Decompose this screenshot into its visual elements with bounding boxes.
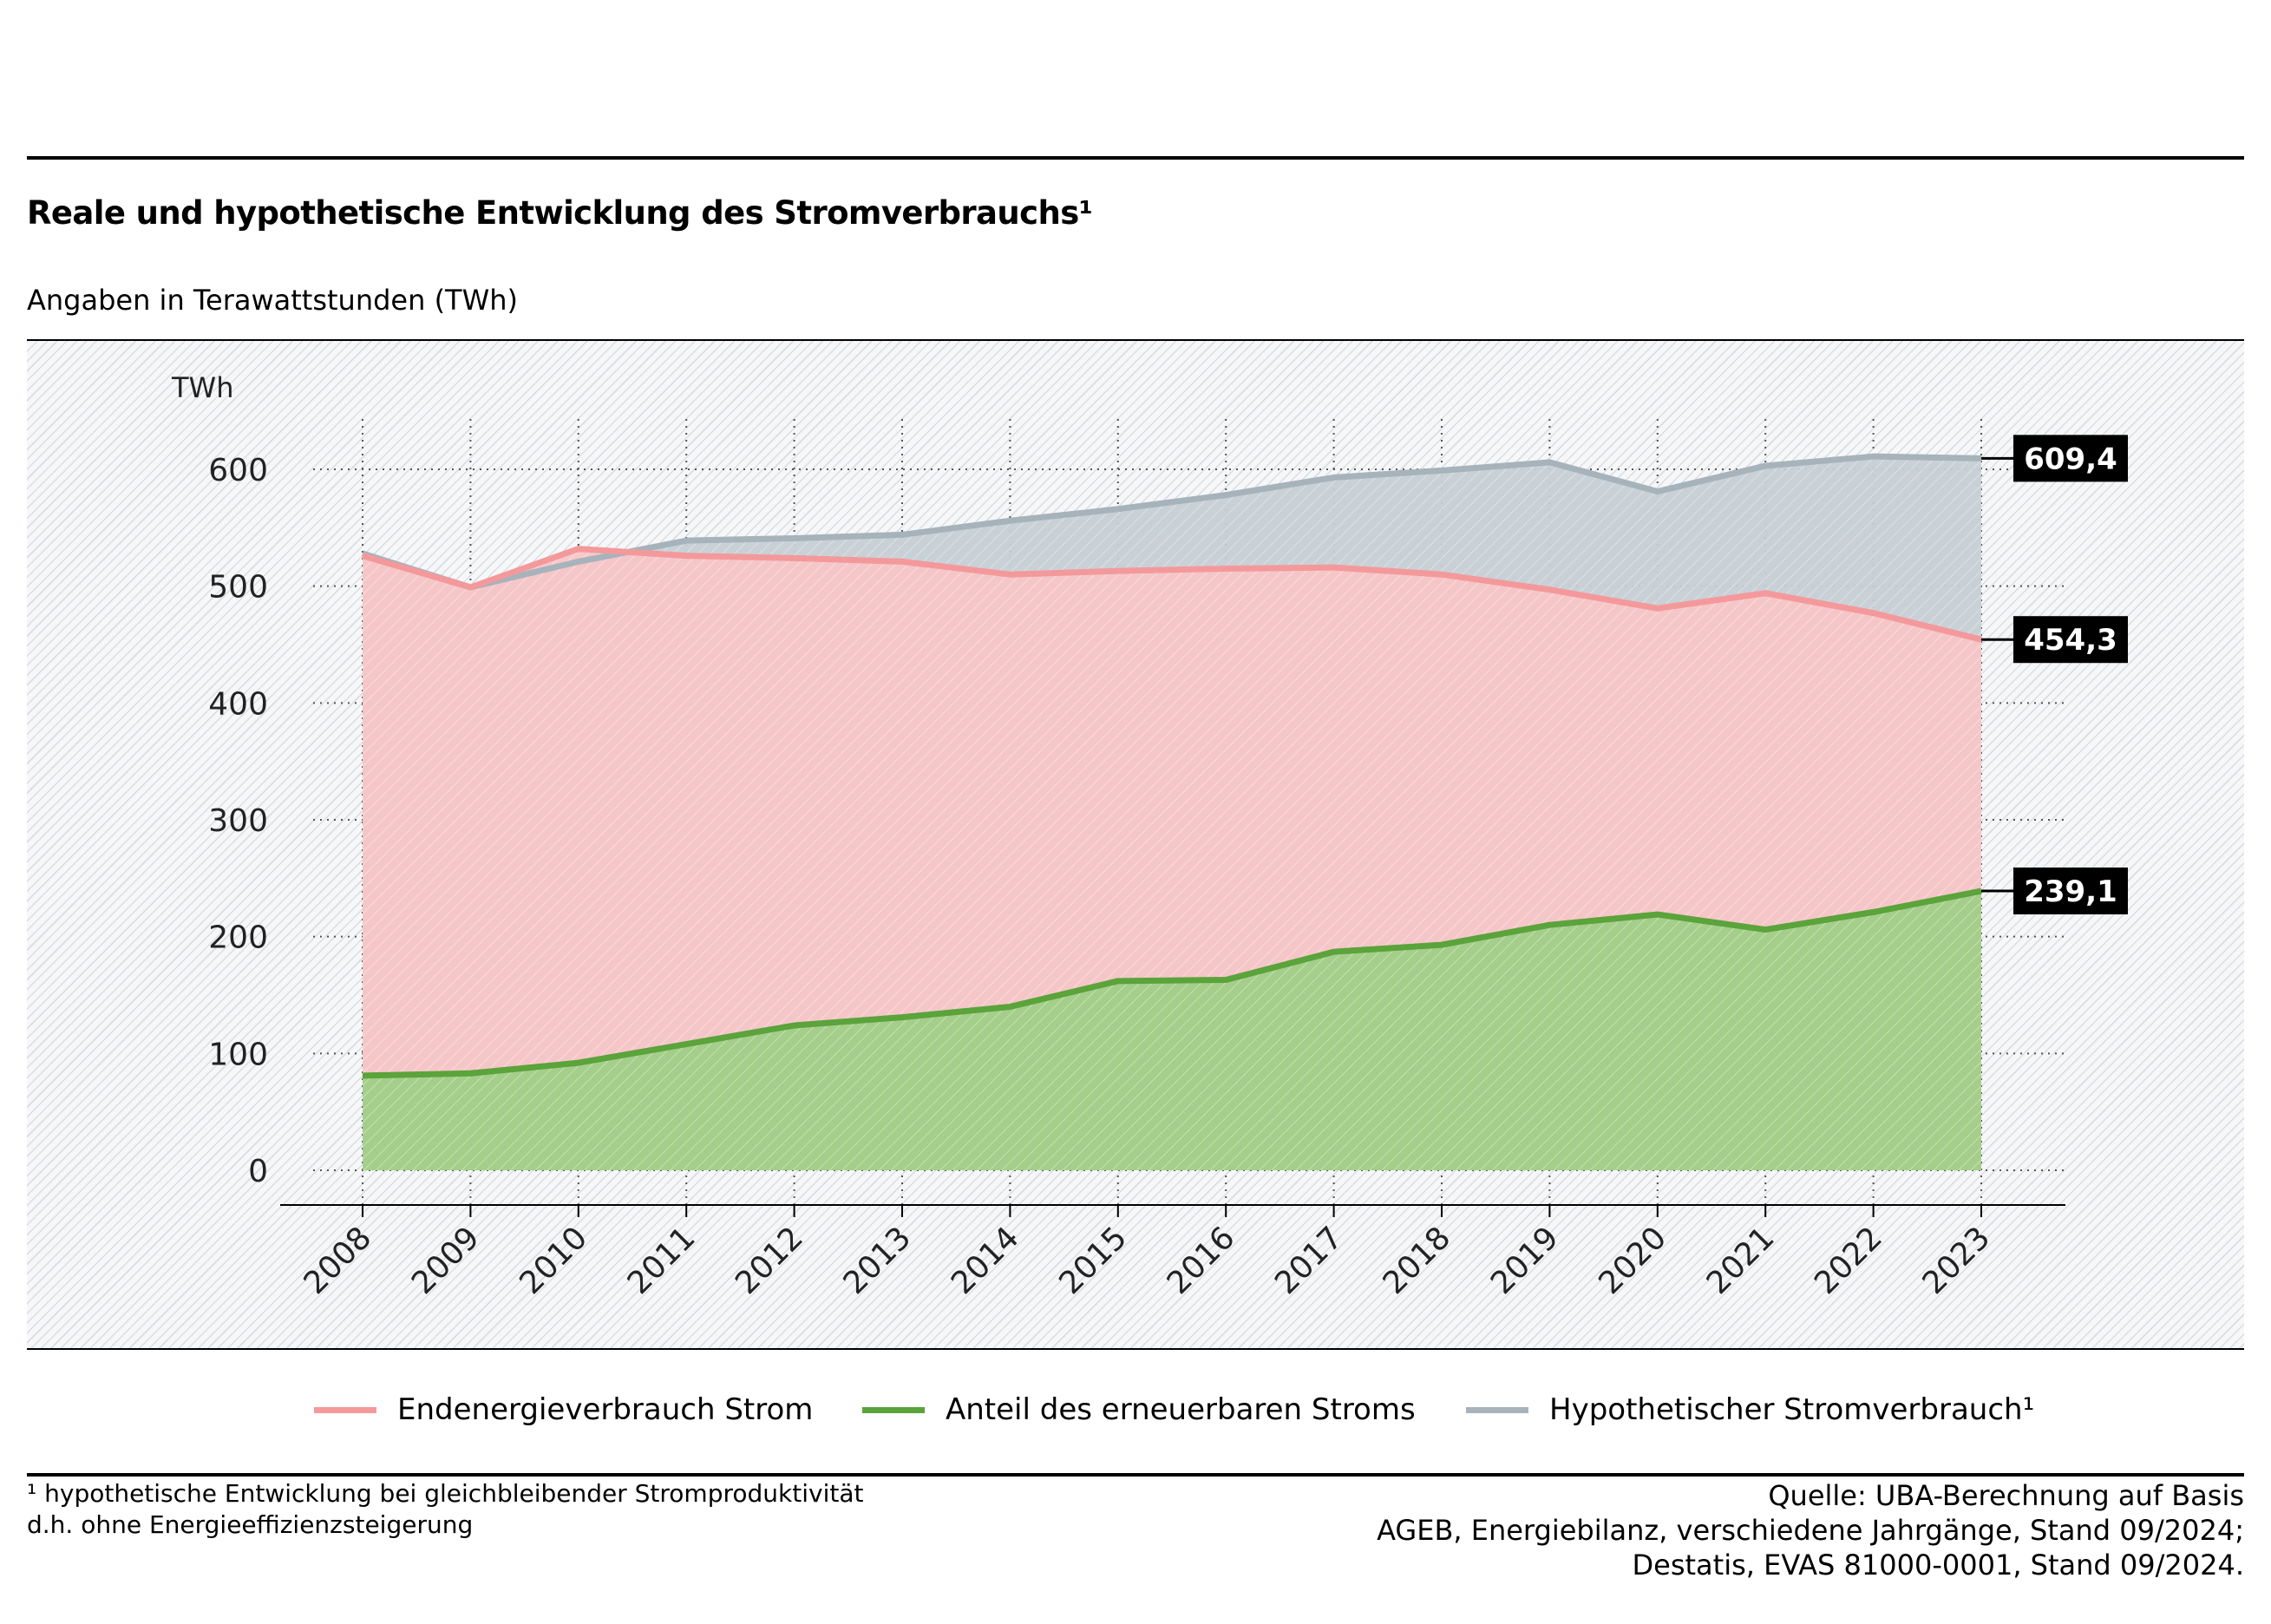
x-tick-label: 2019 (1484, 1220, 1566, 1301)
legend-item-hypothetisch: Hypothetischer Stromverbrauch¹ (1466, 1388, 2034, 1431)
legend-item-erneuerbar: Anteil des erneuerbaren Stroms (862, 1388, 1416, 1431)
end-value-label: 454,3 (2024, 623, 2117, 658)
footer-rule (27, 1473, 2244, 1477)
x-tick-label: 2014 (945, 1220, 1026, 1301)
series-line-1 (362, 546, 1982, 643)
footnote: ¹ hypothetische Entwicklung bei gleichbl… (27, 1478, 863, 1541)
chart-svg: 0 100 200 300 400 500 600 TWh 2008 2009 2010 2011 20… (171, 371, 2128, 1301)
end-label-box (2013, 435, 2128, 482)
line-layer (361, 453, 1982, 1079)
x-tick-label: 2012 (729, 1220, 810, 1301)
legend: Endenergieverbrauch Strom Anteil des ern… (0, 1388, 2271, 1440)
footnote-line-2: d.h. ohne Energieeffizienzsteigerung (27, 1510, 474, 1539)
source-line-1: Quelle: UBA-Berechnung auf Basis (1768, 1479, 2244, 1512)
x-tick-label: 2021 (1700, 1220, 1782, 1301)
x-tick-label: 2022 (1808, 1220, 1889, 1301)
x-tick-label: 2013 (837, 1220, 919, 1301)
top-rule (27, 156, 2244, 160)
x-tick-label: 2011 (621, 1220, 703, 1301)
chart-subtitle: Angaben in Terawattstunden (TWh) (27, 284, 518, 317)
legend-label-endenergie: Endenergieverbrauch Strom (397, 1392, 814, 1427)
x-tick-label: 2015 (1052, 1220, 1134, 1301)
panel-bottom-rule (27, 1348, 2244, 1350)
x-tick-label: 2010 (513, 1220, 594, 1301)
x-tick-label: 2023 (1916, 1220, 1998, 1301)
legend-swatch-erneuerbar (862, 1406, 925, 1413)
chart-title: Reale und hypothetische Entwicklung des … (27, 194, 1093, 232)
source-line-2: AGEB, Energiebilanz, verschiedene Jahrgä… (1377, 1514, 2244, 1547)
legend-item-endenergie: Endenergieverbrauch Strom (314, 1388, 813, 1431)
panel-top-rule (27, 339, 2244, 341)
end-label-box (2013, 616, 2128, 664)
y-tick-label: 100 (208, 1037, 268, 1072)
end-value-label: 609,4 (2024, 442, 2117, 476)
y-tick-label: 300 (208, 803, 268, 839)
source-note: Quelle: UBA-Berechnung auf Basis AGEB, E… (1377, 1478, 2244, 1582)
legend-label-hypothetisch: Hypothetischer Stromverbrauch¹ (1549, 1392, 2035, 1427)
x-tick-label: 2016 (1161, 1220, 1242, 1301)
legend-swatch-endenergie (314, 1406, 376, 1413)
chart-panel: 0 100 200 300 400 500 600 TWh 2008 2009 2010 2011 20… (27, 341, 2244, 1349)
end-value-label: 239,1 (2024, 874, 2117, 909)
x-tick-label: 2009 (405, 1220, 487, 1301)
end-label-box (2013, 868, 2128, 915)
series-line-2 (362, 887, 1982, 1079)
y-tick-label: 200 (208, 920, 268, 956)
area-hatch-2 (363, 891, 1981, 1170)
x-tick-label: 2020 (1592, 1220, 1673, 1301)
y-unit-label: TWh (171, 371, 233, 404)
y-tick-label: 600 (208, 453, 268, 488)
source-line-3: Destatis, EVAS 81000-0001, Stand 09/2024… (1632, 1549, 2244, 1581)
legend-swatch-hypothetisch (1466, 1406, 1528, 1413)
area-layer (363, 456, 1981, 1170)
legend-label-erneuerbar: Anteil des erneuerbaren Stroms (946, 1392, 1416, 1427)
x-tick-label: 2018 (1377, 1220, 1458, 1301)
y-tick-label: 0 (248, 1154, 268, 1189)
x-tick-label: 2008 (298, 1220, 379, 1301)
footnote-line-1: ¹ hypothetische Entwicklung bei gleichbl… (27, 1479, 864, 1508)
y-tick-label: 500 (208, 570, 268, 606)
label-layer: 609,4 454,3 239,1 (1981, 435, 2128, 915)
y-tick-label: 400 (208, 686, 268, 722)
x-tick-label: 2017 (1268, 1220, 1350, 1301)
